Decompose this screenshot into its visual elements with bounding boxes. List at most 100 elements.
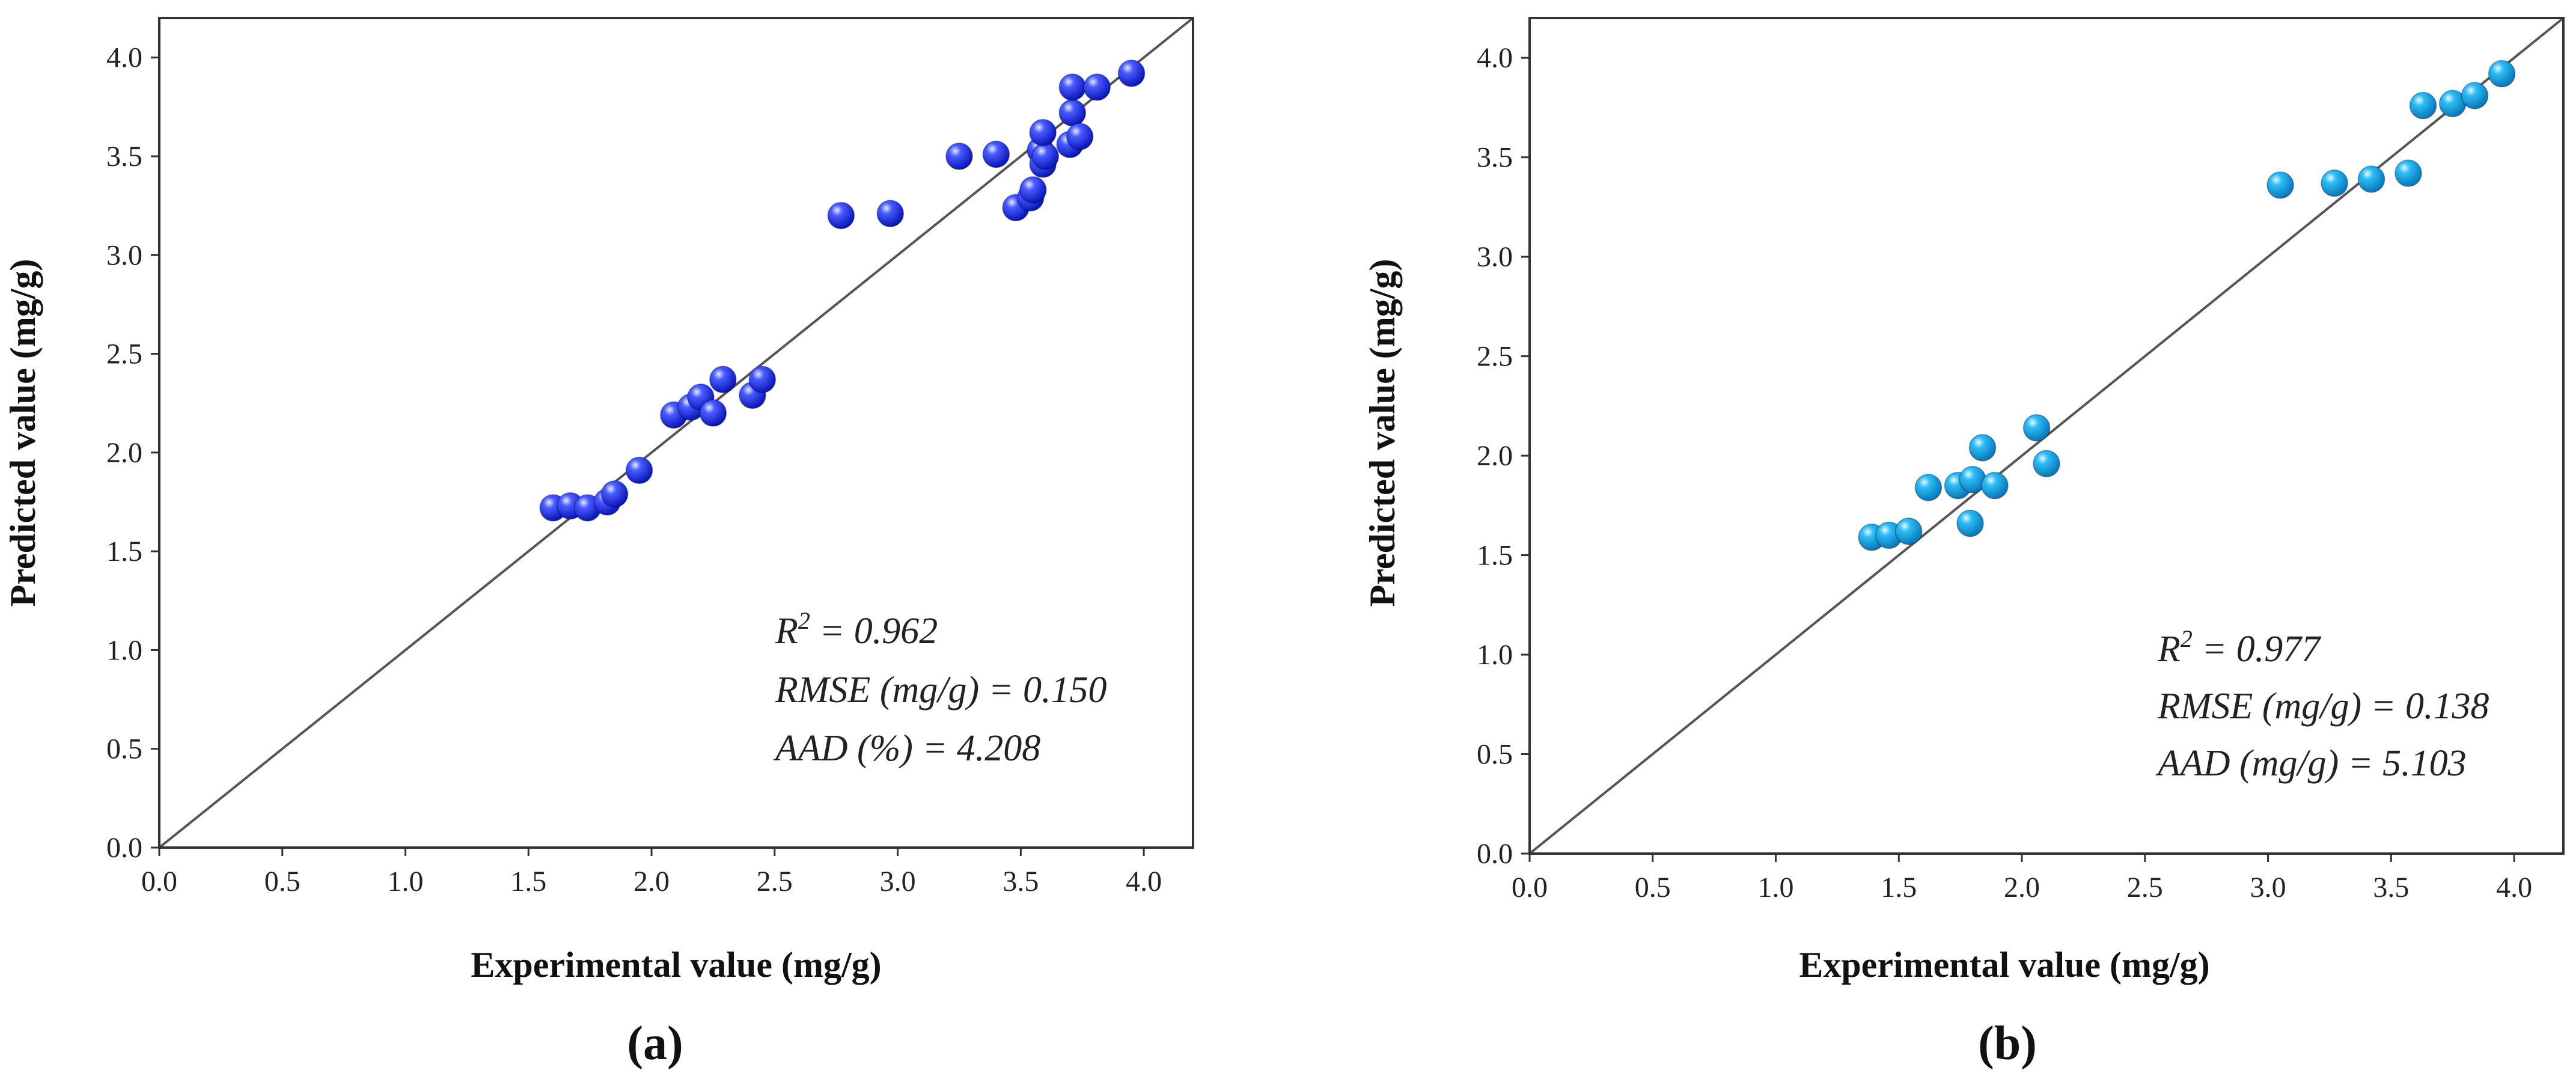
panel-a-diagonal-line [158, 17, 1194, 849]
panel-a-annotation-aad: AAD (%) = 4.208 [773, 728, 1040, 769]
panel-a-x-ticklabels: 0.0 0.5 1.0 1.5 2.0 2.5 3.0 3.5 4.0 [141, 866, 1162, 897]
panel-b-gridlines [1521, 57, 2515, 862]
panel-a-annotation-rmse: RMSE (mg/g) = 0.150 [775, 670, 1107, 711]
panel-b-x-tick-label: 0.5 [1635, 872, 1671, 903]
panel-a-y-axis-title: Predicted value (mg/g) [3, 259, 43, 607]
panel-a-y-tick-label: 2.0 [106, 437, 142, 469]
panel-a-x-tick-label: 1.5 [510, 866, 546, 897]
panel-a-y-tick-label: 3.5 [106, 141, 142, 173]
panel-a-x-axis-title: Experimental value (mg/g) [471, 945, 881, 985]
panel-b-r2-base: R [2157, 629, 2181, 670]
panel-b-y-tick-label: 3.5 [1477, 142, 1513, 174]
panel-a-data-point [1019, 176, 1047, 204]
panel-a-x-tick-label: 4.0 [1126, 866, 1162, 897]
panel-a-x-tick-label: 3.5 [1003, 866, 1039, 897]
panel-b-data-point [2266, 171, 2294, 199]
panel-a-x-tick-label: 0.0 [141, 866, 177, 897]
panel-b: 0.0 0.5 1.0 1.5 2.0 2.5 3.0 3.5 4.0 0.0 0.5 1.0 1.5… [1363, 17, 2565, 1070]
panel-b-label: (b) [1978, 1017, 2037, 1070]
panel-b-x-tick-label: 4.0 [2496, 872, 2532, 903]
panel-b-x-tick-label: 3.0 [2250, 872, 2286, 903]
panel-b-plot-frame [1528, 17, 2565, 855]
panel-b-data-point [2033, 450, 2060, 478]
panel-a-y-tick-label: 3.0 [106, 239, 142, 271]
panel-a-r2-base: R [775, 611, 798, 652]
panel-b-data-point [1956, 509, 1984, 537]
panel-b-y-axis-title: Predicted value (mg/g) [1363, 259, 1402, 607]
panel-a-y-ticklabels: 0.0 0.5 1.0 1.5 2.0 2.5 3.0 3.5 4.0 [106, 42, 142, 864]
panel-a-data-point [1117, 60, 1146, 87]
panel-a-x-tick-label: 1.0 [388, 866, 424, 897]
panel-a-data-point [945, 142, 973, 170]
panel-b-x-axis-title: Experimental value (mg/g) [1799, 945, 2209, 985]
panel-a-diagonal-group [158, 17, 1194, 849]
panel-b-x-tick-label: 0.0 [1512, 872, 1548, 903]
panel-a-plot-frame [158, 17, 1194, 849]
panel-b-x-tick-label: 1.5 [1881, 872, 1917, 903]
panel-b-data-point [2409, 91, 2437, 120]
panel-a-y-tick-label: 1.0 [106, 634, 142, 666]
panel-b-y-tick-label: 4.0 [1477, 42, 1513, 74]
panel-b-x-tick-label: 2.5 [2127, 872, 2163, 903]
panel-a-y-tick-label: 4.0 [106, 42, 142, 74]
panel-a-data-point [625, 456, 653, 485]
panel-b-y-tick-label: 2.0 [1477, 440, 1513, 472]
panel-a-label: (a) [627, 1017, 683, 1070]
panel-a-x-tick-label: 0.5 [264, 866, 301, 897]
panel-b-y-tick-label: 3.0 [1477, 241, 1513, 273]
panel-b-data-point [1968, 434, 1997, 462]
panel-b-data-point [2488, 60, 2516, 88]
panel-b-y-tick-label: 0.5 [1477, 739, 1513, 771]
panel-b-annotation-r2: R2 = 0.977 [2157, 625, 2322, 670]
panel-a-data-point [709, 365, 737, 394]
panel-b-y-tick-label: 1.5 [1477, 540, 1513, 572]
panel-b-data-point [1894, 518, 1923, 545]
panel-a-data-point [827, 201, 855, 230]
panel-b-data-point [2461, 82, 2489, 109]
panel-b-x-tick-label: 1.0 [1758, 872, 1794, 903]
panel-b-data-point [2394, 159, 2422, 187]
panel-a-data-point [1058, 73, 1087, 101]
panel-b-data-point [2321, 169, 2348, 197]
panel-b-y-tick-label: 2.5 [1477, 341, 1513, 373]
panel-b-data-point [2022, 414, 2051, 442]
panel-b-x-tick-label: 2.0 [2004, 872, 2040, 903]
panel-a-data-point [876, 200, 905, 228]
panel-b-y-tick-label: 0.0 [1477, 838, 1513, 870]
panel-a-data-point [1066, 123, 1094, 150]
panel-a-x-tick-label: 2.5 [757, 866, 793, 897]
panel-a-annotation-r2: R2 = 0.962 [775, 607, 938, 652]
panel-a-y-tick-label: 0.5 [106, 733, 142, 765]
panel-b-r2-value: = 0.977 [2193, 629, 2322, 670]
panel-a-data-point [1083, 73, 1111, 101]
panel-b-x-tick-label: 3.5 [2373, 872, 2409, 903]
panel-a: 0.0 0.5 1.0 1.5 2.0 2.5 3.0 3.5 4.0 0.0 0.5 1.0 1.5… [3, 17, 1194, 1070]
panel-b-y-ticklabels: 0.0 0.5 1.0 1.5 2.0 2.5 3.0 3.5 4.0 [1477, 42, 1513, 870]
panel-a-data-point [600, 480, 629, 508]
panel-a-y-tick-label: 2.5 [106, 338, 142, 370]
panel-b-points [1858, 60, 2516, 551]
panel-a-data-point [1029, 118, 1057, 147]
panel-a-data-point [748, 365, 777, 394]
panel-a-y-tick-label: 0.0 [106, 832, 142, 864]
panel-b-data-point [1914, 474, 1943, 501]
panel-b-data-point [2357, 165, 2385, 193]
panel-b-r2-sup: 2 [2181, 625, 2193, 652]
panel-b-data-point [1981, 471, 2009, 500]
panel-a-y-tick-label: 1.5 [106, 536, 142, 567]
panel-a-data-point [1058, 99, 1087, 127]
panel-a-data-point [1031, 142, 1060, 170]
panel-b-y-tick-label: 1.0 [1477, 639, 1513, 671]
panel-b-annotation-aad: AAD (mg/g) = 5.103 [2155, 743, 2467, 784]
panel-a-r2-value: = 0.962 [810, 611, 938, 652]
panel-a-x-tick-label: 3.0 [880, 866, 916, 897]
panel-b-x-ticklabels: 0.0 0.5 1.0 1.5 2.0 2.5 3.0 3.5 4.0 [1512, 872, 2532, 903]
panel-a-gridlines [151, 57, 1145, 856]
panel-a-data-point [982, 140, 1010, 168]
panel-b-annotation-rmse: RMSE (mg/g) = 0.138 [2157, 686, 2489, 727]
panel-a-points [539, 60, 1146, 522]
panel-a-data-point [699, 399, 727, 427]
panel-a-r2-sup: 2 [798, 607, 810, 634]
panel-a-x-tick-label: 2.0 [633, 866, 670, 897]
